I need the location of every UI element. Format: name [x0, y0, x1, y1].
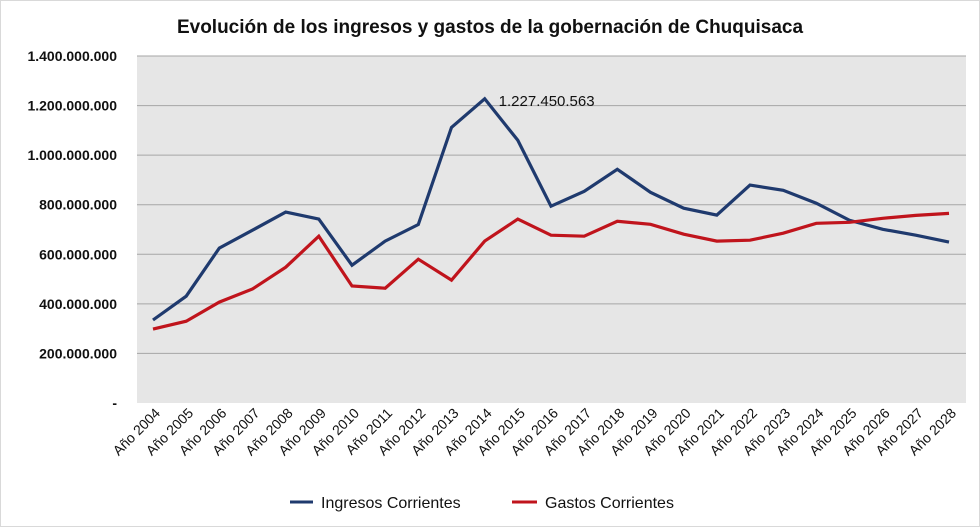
legend: Ingresos Corrientes Gastos Corrientes: [290, 495, 674, 512]
gridlines: [137, 55, 966, 354]
y-tick-label: 1.200.000.000: [27, 98, 117, 114]
legend-label-ingresos: Ingresos Corrientes: [321, 495, 461, 512]
y-tick-label: 200.000.000: [39, 345, 117, 361]
chart-title: Evolución de los ingresos y gastos de la…: [177, 17, 804, 38]
legend-item-gastos[interactable]: Gastos Corrientes: [512, 495, 674, 512]
y-tick-label: 1.400.000.000: [27, 48, 117, 64]
y-tick-label: -: [112, 395, 117, 411]
plot-area: [137, 56, 966, 403]
y-tick-label: 600.000.000: [39, 246, 117, 262]
y-tick-label: 400.000.000: [39, 296, 117, 312]
y-tick-label: 1.000.000.000: [27, 147, 117, 163]
legend-label-gastos: Gastos Corrientes: [545, 495, 674, 512]
legend-item-ingresos[interactable]: Ingresos Corrientes: [290, 495, 461, 512]
y-axis-ticks: - 200.000.000 400.000.000 600.000.000 800.00…: [27, 48, 117, 411]
data-label: 1.227.450.563: [499, 93, 595, 110]
data-labels: 1.227.450.563: [499, 93, 595, 110]
series-lines: [152, 96, 950, 331]
y-tick-label: 800.000.000: [39, 197, 117, 213]
